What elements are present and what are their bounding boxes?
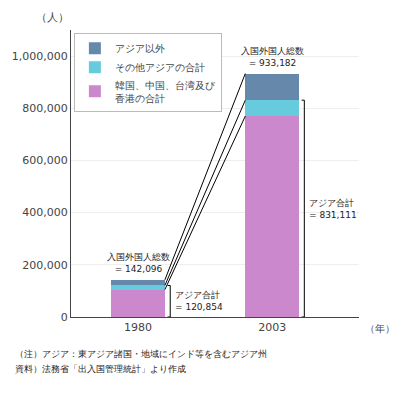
- svg-text:韓国、中国、台湾及び香港の合計: 韓国、中国、台湾及び香港の合計: [115, 80, 216, 104]
- svg-text:アジア以外: アジア以外: [115, 43, 165, 54]
- svg-text:0: 0: [61, 311, 68, 324]
- svg-text:400,000: 400,000: [22, 206, 68, 219]
- svg-text:800,000: 800,000: [22, 102, 68, 115]
- svg-text:（人）: （人）: [36, 11, 69, 24]
- svg-text:1980: 1980: [124, 321, 152, 334]
- svg-text:1,000,000: 1,000,000: [12, 50, 68, 63]
- svg-text:その他アジアの合計: その他アジアの合計: [115, 62, 205, 73]
- svg-text:アジア合計= 831,111: アジア合計= 831,111: [309, 198, 357, 220]
- svg-text:（年）: （年）: [365, 323, 395, 334]
- svg-text:600,000: 600,000: [22, 154, 68, 167]
- svg-text:2003: 2003: [258, 321, 286, 334]
- svg-text:（注）アジア：東アジア諸国・地域にインド等を含むアジア州: （注）アジア：東アジア諸国・地域にインド等を含むアジア州: [15, 349, 267, 359]
- svg-text:入国外国人総数= 142,096: 入国外国人総数= 142,096: [107, 252, 170, 274]
- svg-text:資料）法務省「出入国管理統計」より作成: 資料）法務省「出入国管理統計」より作成: [15, 364, 186, 374]
- svg-text:入国外国人総数= 933,182: 入国外国人総数= 933,182: [241, 46, 304, 68]
- svg-text:アジア合計= 120,854: アジア合計= 120,854: [175, 290, 223, 312]
- svg-text:200,000: 200,000: [22, 259, 68, 272]
